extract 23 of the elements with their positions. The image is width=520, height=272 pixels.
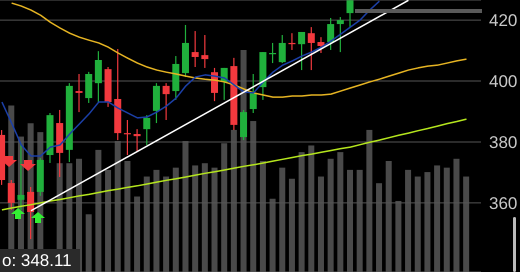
candlestick [250, 73, 257, 114]
y-tick-label: 400 [489, 72, 518, 92]
annotation: o: 348.11 [0, 249, 80, 272]
y-tick-label: 380 [489, 132, 518, 152]
candlestick [192, 30, 199, 68]
candlestick [317, 36, 324, 54]
candlestick [8, 179, 15, 210]
candlestick [201, 34, 208, 69]
y-tick-label: 420 [489, 11, 518, 30]
candlestick [162, 82, 170, 121]
candlestick [134, 128, 141, 153]
candlestick [298, 31, 306, 71]
candlestick [308, 26, 315, 71]
y-tick-label: 360 [489, 194, 518, 213]
candlestick [346, 0, 354, 28]
candlestick [76, 73, 83, 113]
candlestick [336, 16, 344, 53]
candlestick [327, 17, 334, 51]
candlestick [278, 34, 286, 64]
candlestick [124, 119, 131, 156]
line-series [1, 0, 380, 157]
candlestick [94, 50, 102, 103]
candlestick [143, 114, 150, 146]
